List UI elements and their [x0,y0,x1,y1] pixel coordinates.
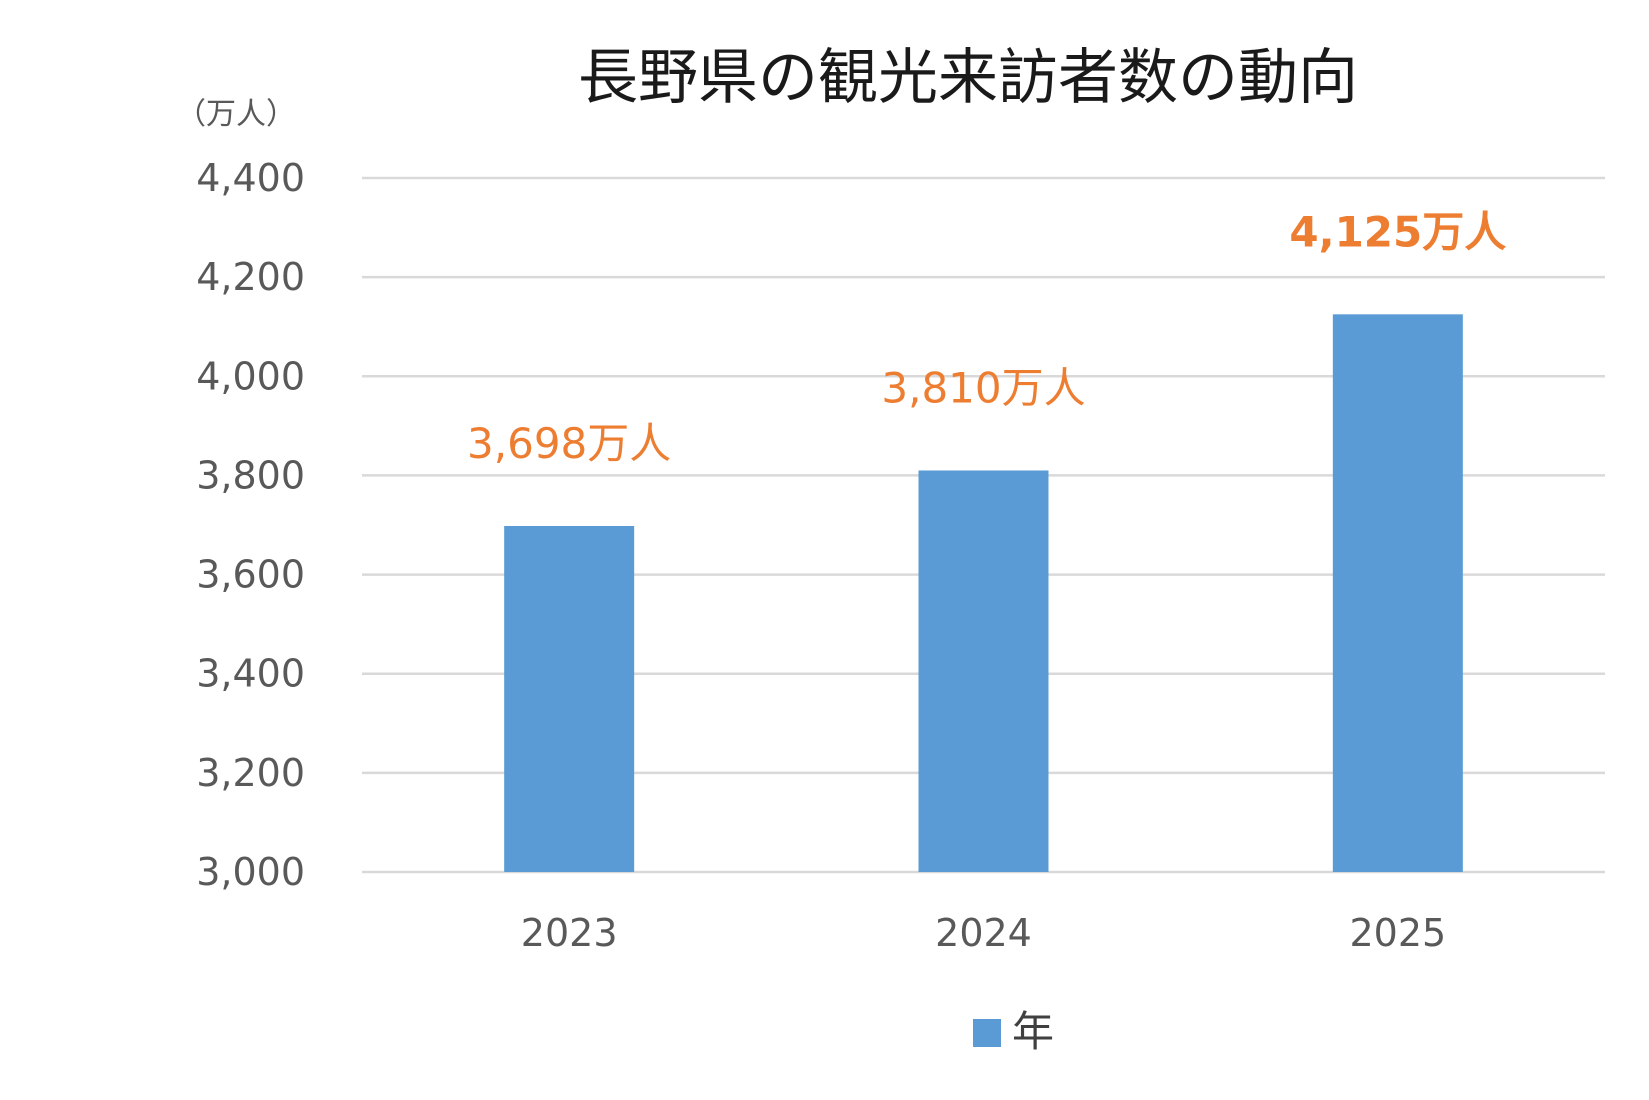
y-tick-label: 4,000 [196,354,305,398]
bars [504,314,1463,873]
data-label: 3,810万人 [881,363,1085,412]
x-axis-tick-labels: 2023 2024 2025 [521,911,1446,955]
y-axis-unit-label: （万人） [176,97,296,132]
x-tick-label: 2025 [1349,911,1446,955]
bar [1332,314,1463,873]
x-tick-label: 2024 [935,911,1032,955]
y-tick-label: 4,200 [196,255,305,299]
y-tick-label: 3,800 [196,453,305,497]
y-tick-label: 3,200 [196,751,305,795]
legend-swatch [973,1019,1001,1047]
legend: 年 [973,1007,1054,1056]
y-tick-label: 3,600 [196,553,305,597]
data-label: 3,698万人 [467,419,671,468]
data-labels: 3,698万人 3,810万人 4,125万人 [467,207,1506,468]
bar [918,470,1049,872]
bar [504,525,635,872]
legend-label: 年 [1012,1007,1054,1056]
y-tick-label: 3,400 [196,652,305,696]
chart-title: 長野県の観光来訪者数の動向 [578,43,1358,113]
y-axis-tick-labels: 3,000 3,200 3,400 3,600 3,800 4,000 4,200 4,400 [196,156,305,894]
y-tick-label: 3,000 [196,850,305,894]
data-label: 4,125万人 [1289,207,1506,256]
x-tick-label: 2023 [521,911,618,955]
y-tick-label: 4,400 [196,156,305,200]
